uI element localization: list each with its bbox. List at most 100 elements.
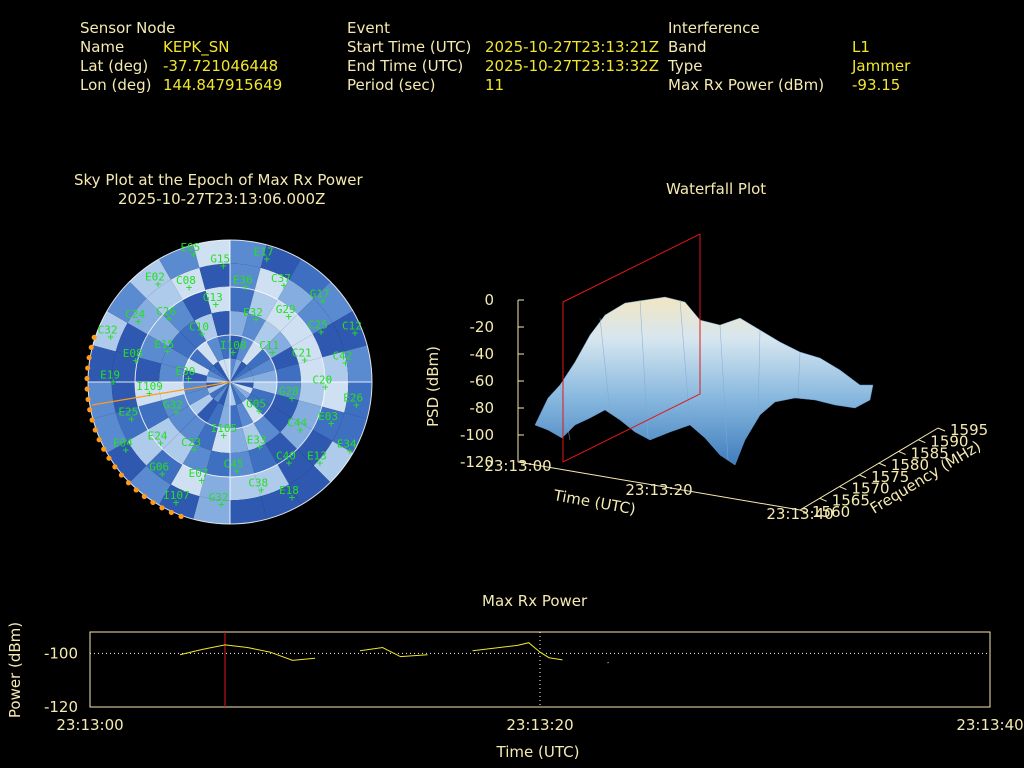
satellite-label: I108 bbox=[220, 339, 247, 352]
sky-cell bbox=[230, 287, 255, 314]
sky-cell bbox=[170, 267, 206, 301]
interference-band-label: Band bbox=[668, 38, 707, 56]
sky-cell bbox=[313, 441, 353, 483]
sky-cell bbox=[242, 313, 266, 342]
sky-cell bbox=[223, 382, 230, 406]
sky-cell bbox=[211, 311, 230, 337]
satellite-label: G32 bbox=[209, 491, 229, 504]
frequency-tick-label: 1590 bbox=[930, 433, 968, 451]
satellite-label: C38 bbox=[248, 476, 268, 489]
power-x-ticks: 23:13:00 23:13:20 23:13:40 bbox=[56, 716, 1023, 734]
sky-cell bbox=[275, 382, 301, 401]
satellite-marker: + bbox=[281, 279, 288, 292]
sky-cell bbox=[236, 402, 254, 428]
sky-cell bbox=[217, 334, 230, 360]
sky-cell bbox=[270, 346, 299, 370]
satellite-marker: + bbox=[233, 464, 240, 477]
jammer-marker bbox=[84, 386, 90, 392]
satellite-marker: + bbox=[199, 327, 206, 340]
frequency-tick bbox=[937, 427, 946, 432]
sky-cell bbox=[230, 382, 251, 399]
satellite-label: C21 bbox=[292, 347, 312, 360]
satellite-label: G15 bbox=[210, 252, 230, 265]
interference-band-value: L1 bbox=[852, 38, 870, 56]
sky-cell bbox=[260, 244, 301, 280]
interference-maxrx-label: Max Rx Power (dBm) bbox=[668, 76, 825, 94]
sky-cell bbox=[92, 311, 128, 352]
sky-cell bbox=[217, 404, 230, 430]
satellite-marker: + bbox=[328, 417, 335, 430]
sky-cell bbox=[280, 315, 312, 347]
sky-cell bbox=[230, 361, 247, 382]
jammer-marker bbox=[86, 355, 92, 361]
power-y-tick-label: -100 bbox=[44, 644, 78, 662]
psd-tick-label: -80 bbox=[470, 399, 495, 417]
sky-cell bbox=[246, 393, 271, 416]
sky-cell bbox=[107, 441, 147, 483]
sky-cell bbox=[205, 450, 230, 477]
sky-cell bbox=[159, 363, 185, 382]
satellite-marker: + bbox=[258, 483, 265, 496]
sky-cell bbox=[184, 388, 210, 406]
frequency-tick-label: 1575 bbox=[871, 468, 909, 486]
satellite-label: G05 bbox=[246, 397, 266, 410]
sky-cell bbox=[298, 382, 325, 407]
sky-cell bbox=[230, 263, 261, 291]
sky-cell bbox=[184, 358, 210, 376]
sky-cell bbox=[107, 281, 147, 323]
sky-cell bbox=[161, 394, 190, 418]
satellite-label: E18 bbox=[279, 484, 299, 497]
sky-cell bbox=[194, 422, 218, 451]
sky-cell bbox=[88, 382, 116, 419]
frequency-tick-label: 1580 bbox=[891, 456, 929, 474]
sky-cell bbox=[230, 334, 243, 360]
satellite-marker: + bbox=[146, 387, 153, 400]
satellite-marker: + bbox=[220, 259, 227, 272]
frequency-tick bbox=[799, 509, 808, 514]
sensor-lon-label: Lon (deg) bbox=[80, 76, 152, 94]
psd-tick-label: -100 bbox=[460, 426, 494, 444]
satellite-label: C12 bbox=[342, 319, 362, 332]
satellite-label: E26 bbox=[343, 391, 363, 404]
waterfall-surface bbox=[534, 296, 874, 466]
sky-cell bbox=[321, 382, 349, 413]
sky-cell bbox=[182, 369, 208, 382]
sky-cell bbox=[230, 240, 267, 268]
waterfall-freq-axis bbox=[799, 427, 939, 511]
satellite-marker: + bbox=[166, 312, 173, 325]
satellite-marker: + bbox=[218, 498, 225, 511]
satellite-marker: + bbox=[253, 313, 260, 326]
satellite-marker: + bbox=[173, 406, 180, 419]
sky-cell bbox=[92, 412, 128, 453]
satellite-label: E13 bbox=[307, 449, 327, 462]
satellite-marker: + bbox=[319, 295, 326, 308]
power-y-ticks: -100 -120 bbox=[44, 644, 78, 716]
waterfall-ridges bbox=[559, 299, 801, 461]
sky-cell bbox=[252, 369, 278, 382]
sky-cell bbox=[194, 313, 218, 342]
sky-cell bbox=[230, 496, 267, 524]
sky-cell bbox=[230, 370, 253, 382]
psd-tick-label: -60 bbox=[470, 372, 495, 390]
sky-cell bbox=[209, 382, 230, 399]
sky-cell bbox=[135, 382, 162, 407]
sky-cell bbox=[230, 427, 249, 453]
sky-cell bbox=[332, 412, 368, 453]
jammer-marker bbox=[96, 437, 102, 443]
satellite-label: I109 bbox=[136, 380, 163, 393]
sky-cell bbox=[168, 331, 197, 359]
satellite-label: E30 bbox=[176, 365, 196, 378]
satellite-label: E02 bbox=[145, 270, 165, 283]
sky-cell bbox=[129, 465, 171, 505]
satellite-label: G28 bbox=[279, 385, 299, 398]
sky-cell bbox=[230, 382, 254, 389]
sky-cell bbox=[218, 382, 230, 405]
sky-cell bbox=[296, 429, 333, 466]
jammer-marker bbox=[101, 446, 107, 452]
sky-cell bbox=[230, 358, 237, 382]
sky-cell bbox=[230, 450, 255, 477]
interference-type-value: Jammer bbox=[852, 57, 911, 75]
sky-cell bbox=[159, 484, 200, 520]
